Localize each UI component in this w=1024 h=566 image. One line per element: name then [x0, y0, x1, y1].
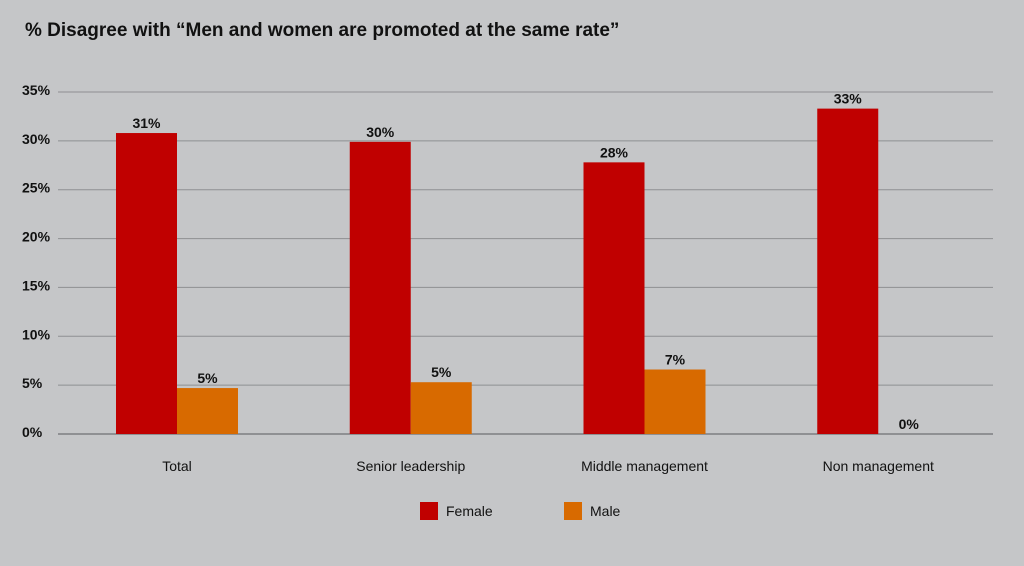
data-label-male: 0%	[899, 416, 920, 432]
data-label-female: 33%	[834, 91, 863, 107]
data-label-male: 7%	[665, 352, 686, 368]
category-label: Total	[162, 458, 192, 474]
bar-male-senior-leadership	[410, 382, 472, 434]
legend-label-female: Female	[446, 503, 493, 519]
bar-male-total	[177, 388, 238, 434]
data-label-female: 28%	[600, 144, 629, 160]
y-tick-label: 35%	[22, 82, 51, 98]
legend-label-male: Male	[590, 503, 621, 519]
data-label-female: 30%	[366, 124, 395, 140]
value-labels: 31% 5% 30% 5% 28% 7% 33% 0%	[132, 91, 919, 432]
chart-title: % Disagree with “Men and women are promo…	[25, 20, 619, 41]
bars	[116, 108, 879, 435]
legend: Female Male	[420, 502, 621, 520]
y-axis-ticks: 0% 5% 10% 15% 20% 25% 30% 35%	[22, 82, 51, 440]
y-tick-label: 30%	[22, 131, 51, 147]
y-tick-label: 25%	[22, 180, 51, 196]
data-label-female: 31%	[132, 115, 161, 131]
bar-female-senior-leadership	[349, 141, 411, 434]
category-label: Middle management	[581, 458, 708, 474]
data-label-male: 5%	[431, 364, 452, 380]
bar-female-middle-management	[583, 162, 645, 434]
legend-swatch-male	[564, 502, 582, 520]
data-label-male: 5%	[197, 370, 218, 386]
bar-female-total	[116, 133, 177, 435]
bar-male-middle-management	[644, 369, 706, 434]
category-label: Senior leadership	[356, 458, 465, 474]
y-tick-label: 5%	[22, 375, 43, 391]
y-tick-label: 20%	[22, 229, 51, 245]
legend-swatch-female	[420, 502, 438, 520]
bar-female-non-management	[817, 108, 879, 435]
category-label: Non management	[823, 458, 934, 474]
y-tick-label: 0%	[22, 424, 43, 440]
y-tick-label: 10%	[22, 326, 51, 342]
category-labels: Total Senior leadership Middle management N…	[162, 458, 934, 474]
y-tick-label: 15%	[22, 277, 51, 293]
